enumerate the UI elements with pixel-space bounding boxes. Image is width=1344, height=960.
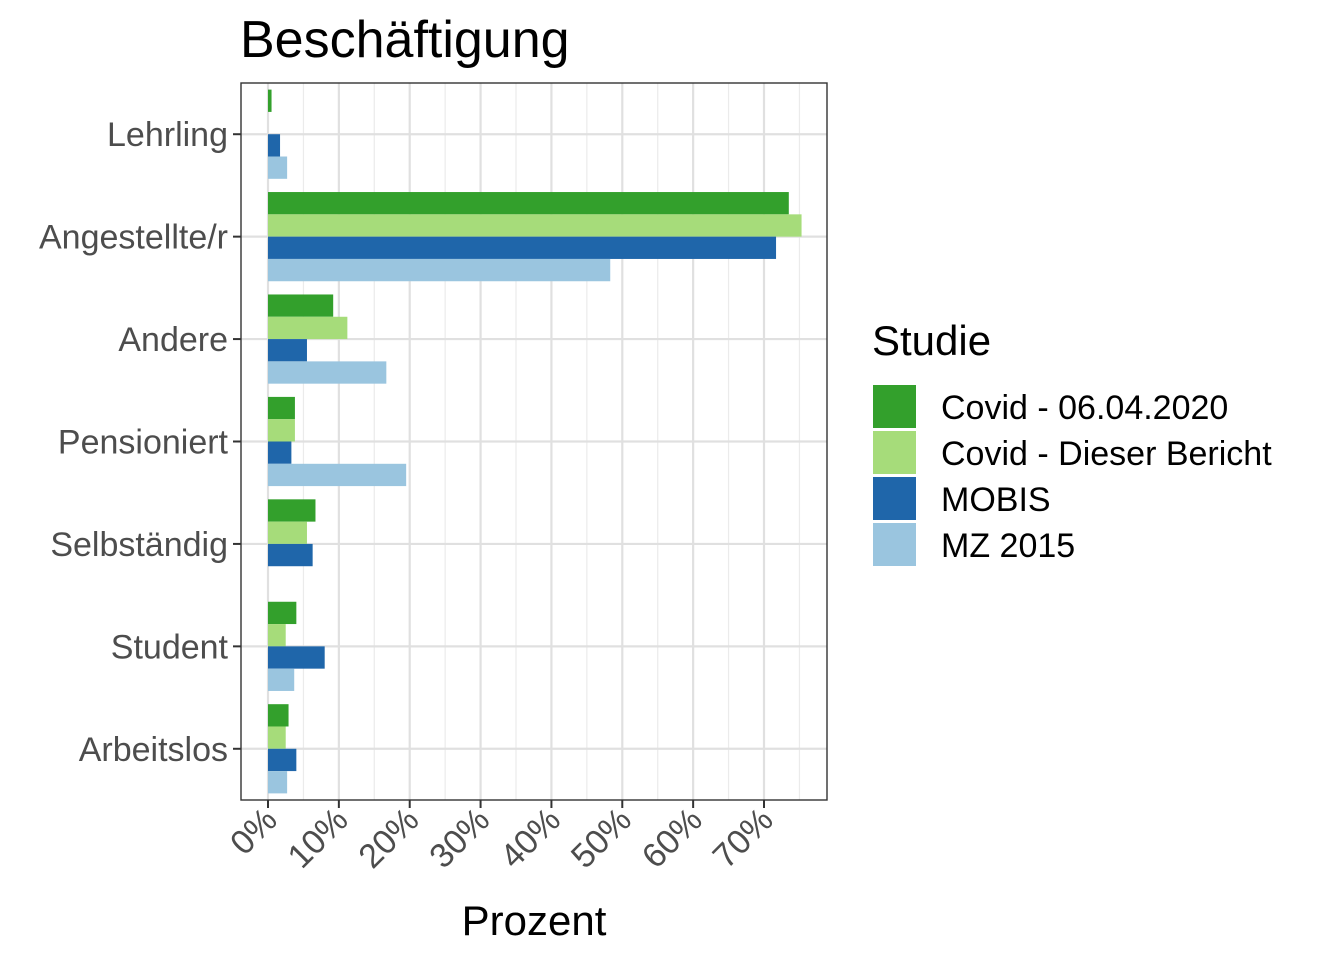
y-tick-label: Selbständig [50,526,228,564]
bar [268,316,348,340]
x-tick-label: 10% [281,801,356,876]
x-axis-title: Prozent [462,897,607,944]
y-tick-label: Lehrling [107,116,228,154]
bar [268,463,407,487]
bar [268,294,334,317]
bar [268,258,611,282]
bar [268,601,297,625]
bar [268,214,802,237]
x-tick-label: 40% [493,801,568,876]
bar [268,236,777,259]
legend-label: Covid - 06.04.2020 [941,389,1228,427]
bar [268,748,297,772]
bar [268,156,288,179]
bar [268,361,387,384]
x-tick-label: 60% [635,801,710,876]
bar [268,726,286,749]
legend-label: Covid - Dieser Bericht [941,435,1272,473]
y-tick-label: Andere [118,321,228,359]
bar [268,192,789,215]
plot-area: Lehrling Angestellte/r Andere Pensioniert Se… [39,82,828,876]
bar [268,339,307,362]
bar [268,624,286,647]
legend-key [873,477,916,520]
legend-title: Studie [872,317,991,364]
legend-key [873,431,916,474]
x-tick-label: 30% [422,801,497,876]
bar [268,543,313,567]
x-tick-label: 70% [706,801,781,876]
bar [268,419,295,442]
y-tick-label: Student [111,628,229,666]
bar [268,668,295,691]
bar [268,704,289,727]
bar [268,646,325,669]
y-tick-label: Angestellte/r [39,219,228,257]
bar [268,89,272,112]
bar [268,396,295,420]
legend-label: MZ 2015 [941,527,1075,565]
x-tick-label: 20% [351,801,426,876]
chart-title: Beschäftigung [240,11,570,69]
legend-label: MOBIS [941,481,1051,519]
bar [268,521,307,544]
y-tick-label: Arbeitslos [79,731,228,769]
bar [268,499,316,522]
bar [268,134,281,157]
y-tick-label: Pensioniert [58,424,229,462]
bar [268,441,292,464]
legend: Studie Covid - 06.04.2020 Covid - Dieser … [872,317,1272,566]
x-tick-label: 50% [564,801,639,876]
bar [268,771,288,794]
x-tick-label: 0% [223,801,285,863]
legend-key [873,385,916,428]
legend-key [873,523,916,566]
